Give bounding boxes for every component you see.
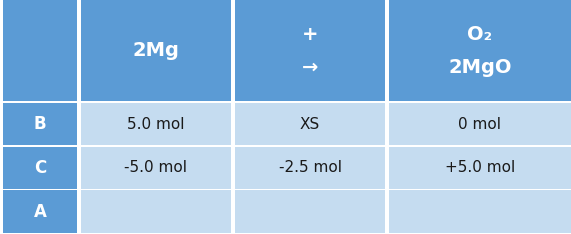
Bar xyxy=(81,0,231,101)
Bar xyxy=(3,190,77,233)
Text: XS: XS xyxy=(300,117,320,132)
Text: 5.0 mol: 5.0 mol xyxy=(127,117,184,132)
Bar xyxy=(81,103,231,145)
Bar xyxy=(389,190,571,233)
Text: C: C xyxy=(34,159,46,177)
Bar xyxy=(3,0,77,101)
Bar xyxy=(235,190,385,233)
Text: A: A xyxy=(34,203,47,220)
Text: O₂: O₂ xyxy=(467,25,493,44)
Bar xyxy=(235,103,385,145)
Bar xyxy=(389,103,571,145)
Bar xyxy=(389,146,571,189)
Text: 0 mol: 0 mol xyxy=(459,117,501,132)
Text: +5.0 mol: +5.0 mol xyxy=(445,160,515,175)
Bar xyxy=(3,146,77,189)
Bar xyxy=(235,146,385,189)
Text: -2.5 mol: -2.5 mol xyxy=(279,160,341,175)
Text: +: + xyxy=(302,25,318,44)
Text: →: → xyxy=(302,58,318,77)
Text: -5.0 mol: -5.0 mol xyxy=(124,160,187,175)
Bar xyxy=(81,146,231,189)
Text: 2MgO: 2MgO xyxy=(448,58,512,77)
Text: B: B xyxy=(34,115,47,133)
Bar xyxy=(3,103,77,145)
Bar xyxy=(235,0,385,101)
Text: 2Mg: 2Mg xyxy=(132,41,179,60)
Bar xyxy=(81,190,231,233)
Bar xyxy=(389,0,571,101)
